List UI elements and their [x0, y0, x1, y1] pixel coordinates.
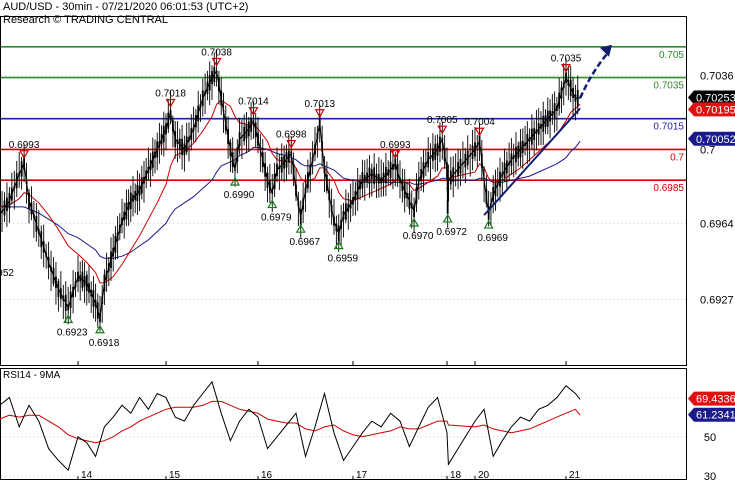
price-y-tick-2: 0.6964 — [700, 218, 734, 230]
swing-high-label-0.7018: 0.7018 — [155, 88, 186, 99]
swing-high-marker-0.7013 — [314, 109, 325, 118]
price-badge-0.70253 — [688, 90, 735, 105]
level-label-0.6985: 0.6985 — [653, 183, 684, 194]
rsi-title: RSI14 - 9MA — [3, 370, 61, 381]
swing-low-label-0.6952: 0.6952 — [0, 268, 14, 279]
forecast-arrow-line — [578, 51, 609, 99]
swing-high-label-0.7035: 0.7035 — [551, 54, 582, 65]
price-y-tick-3: 0.6927 — [700, 294, 734, 306]
swing-low-label-0.6959: 0.6959 — [327, 254, 358, 265]
price-badge-0.70052 — [688, 131, 735, 146]
swing-high-marker-0.7035 — [560, 63, 572, 73]
rsi-y-tick-30: 30 — [704, 471, 716, 480]
chart-subtitle: Research © TRADING CENTRAL — [3, 14, 168, 26]
swing-low-marker-0.6970 — [409, 217, 420, 227]
price-line — [0, 70, 581, 318]
trend-support-line — [483, 107, 581, 216]
x-tick-label-14: 14 — [81, 470, 93, 480]
swing-high-label-0.7014: 0.7014 — [238, 97, 269, 108]
level-label-0.7015: 0.7015 — [653, 122, 684, 133]
rsi-badge-69.4336 — [688, 391, 735, 406]
price-bar-body — [234, 169, 236, 171]
level-label-0.7: 0.7 — [670, 152, 684, 163]
swing-low-label-0.6923: 0.6923 — [57, 328, 88, 339]
swing-low-label-0.6970: 0.6970 — [403, 231, 434, 242]
rsi-line — [0, 380, 581, 472]
swing-low-label-0.6967: 0.6967 — [289, 237, 320, 248]
swing-low-marker-0.6990 — [229, 176, 241, 186]
price-bar-body — [0, 208, 1, 222]
price-panel-frame — [0, 16, 687, 366]
swing-high-label-0.7005: 0.7005 — [427, 115, 458, 126]
swing-low-marker-0.6969 — [483, 219, 494, 229]
swing-high-label-0.7004: 0.7004 — [464, 117, 495, 128]
rsi-badge-label-69.4336: 69.4336 — [696, 394, 735, 406]
swing-low-label-0.6969: 0.6969 — [477, 233, 508, 244]
x-tick-label-16: 16 — [261, 470, 273, 480]
x-tick-label-18: 18 — [450, 470, 462, 480]
swing-high-marker-0.7004 — [474, 127, 485, 137]
swing-high-marker-0.7014 — [248, 107, 259, 116]
level-label-0.7035: 0.7035 — [653, 81, 684, 92]
x-tick-label-20: 20 — [478, 470, 490, 480]
price-y-tick-1: 0.7 — [700, 144, 715, 156]
swing-high-label-0.6993: 0.6993 — [9, 140, 40, 151]
chart-title: AUD/USD - 30min - 07/21/2020 06:01:53 (U… — [3, 1, 249, 13]
swing-low-label-0.6972: 0.6972 — [436, 227, 467, 238]
swing-low-marker-0.6959 — [333, 240, 344, 250]
swing-high-label-0.6993: 0.6993 — [380, 140, 411, 151]
forecast-arrow-head — [600, 44, 612, 57]
price-badge-label-0.70052: 0.70052 — [696, 134, 735, 146]
swing-high-marker-0.7005 — [437, 125, 448, 135]
swing-low-label-0.6979: 0.6979 — [261, 213, 292, 224]
swing-high-marker-0.7018 — [165, 98, 176, 108]
swing-low-marker-0.6967 — [295, 223, 306, 233]
price-y-tick-0: 0.7036 — [700, 71, 734, 83]
price-bars — [0, 49, 579, 332]
swing-low-marker-0.6972 — [442, 213, 453, 223]
swing-high-label-0.7013: 0.7013 — [304, 99, 335, 110]
x-tick-label-21: 21 — [569, 470, 581, 480]
price-badge-label-0.70253: 0.70253 — [696, 93, 735, 105]
rsi-badge-label-61.2341: 61.2341 — [696, 410, 735, 422]
x-tick-label-17: 17 — [356, 470, 368, 480]
swing-low-label-0.6990: 0.6990 — [224, 190, 255, 201]
swing-high-label-0.7038: 0.7038 — [201, 47, 232, 58]
swing-low-marker-0.6923 — [63, 314, 74, 324]
rsi-y-tick-50: 50 — [704, 432, 716, 444]
price-badge-0.70195 — [688, 102, 735, 117]
swing-low-marker-0.6918 — [94, 324, 106, 334]
swing-high-marker-0.6998 — [286, 139, 297, 149]
swing-high-marker-0.6993 — [390, 150, 401, 160]
swing-high-marker-0.7038 — [211, 57, 222, 67]
price-badge-label-0.70195: 0.70195 — [696, 104, 735, 116]
rsi-badge-61.2341 — [688, 407, 735, 422]
x-tick-label-15: 15 — [169, 470, 181, 480]
swing-high-label-0.6998: 0.6998 — [276, 130, 307, 141]
level-label-0.705: 0.705 — [659, 50, 684, 61]
swing-low-label-0.6918: 0.6918 — [89, 338, 120, 349]
swing-low-marker-0.6979 — [267, 199, 278, 209]
swing-high-marker-0.6993 — [19, 150, 30, 160]
rsi-panel-frame — [0, 368, 687, 480]
